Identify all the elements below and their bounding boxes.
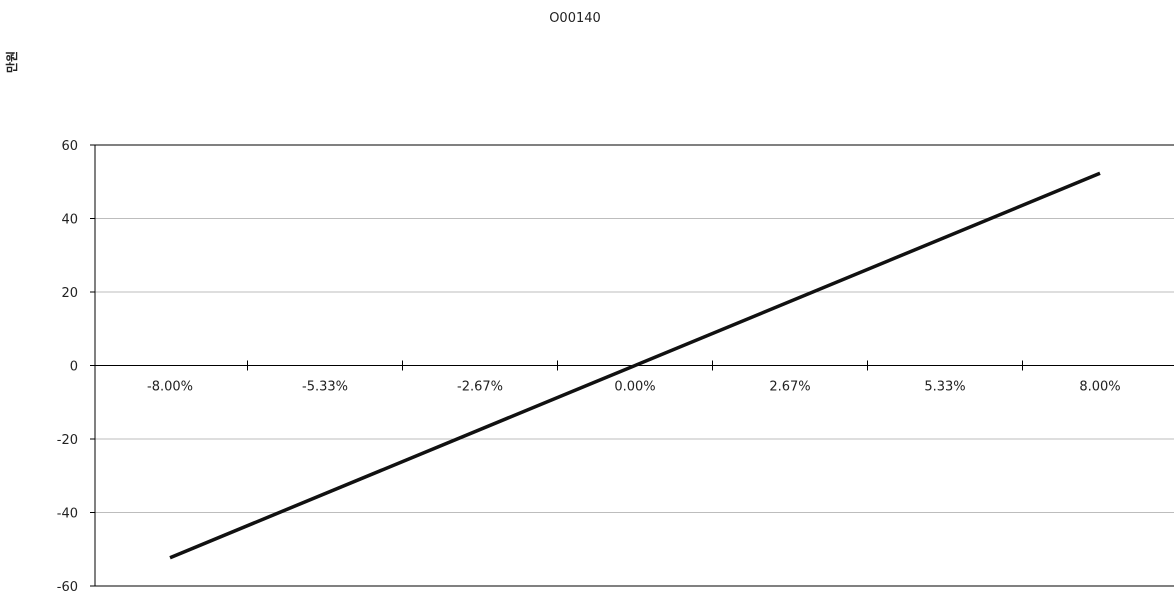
y-tick-label: -20 — [57, 433, 78, 448]
y-tick-label: 60 — [61, 139, 78, 154]
y-tick-label: 20 — [61, 286, 78, 301]
x-tick-label: -8.00% — [147, 380, 193, 395]
series-line-0 — [169, 171, 1101, 560]
y-tick-label: -60 — [57, 580, 78, 594]
y-tick-label: 0 — [70, 360, 78, 375]
y-tick-label: 40 — [61, 213, 78, 228]
x-tick-label: 5.33% — [924, 380, 965, 395]
x-tick-label: -2.67% — [457, 380, 503, 395]
x-tick-label: -5.33% — [302, 380, 348, 395]
x-tick-label: 0.00% — [614, 380, 655, 395]
series — [169, 171, 1101, 560]
x-tick-label: 2.67% — [769, 380, 810, 395]
y-tick-label: -40 — [57, 507, 78, 522]
tick-labels: 60 40 20 0 -20 -40 -60 -8.00% -5.33% -2.67% 0.00% 2… — [57, 139, 1121, 594]
y-axis-label: 만원 — [4, 51, 19, 73]
x-tick-label: 8.00% — [1079, 380, 1120, 395]
chart-title: O00140 — [549, 11, 601, 26]
